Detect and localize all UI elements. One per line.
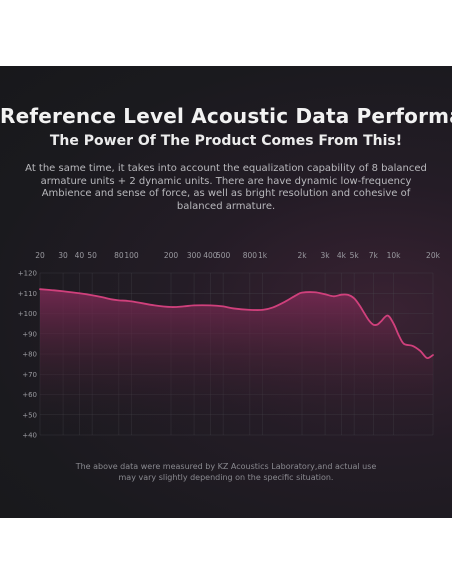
- x-tick-label: 500: [216, 251, 231, 260]
- y-tick-label: +50: [22, 411, 37, 419]
- response-point: [209, 304, 211, 306]
- response-point: [110, 298, 112, 300]
- response-point: [39, 288, 41, 290]
- y-tick-label: +70: [22, 371, 37, 379]
- response-point: [333, 295, 335, 297]
- x-tick-label: 300: [187, 251, 202, 260]
- x-tick-label: 100: [124, 251, 139, 260]
- x-tick-label: 4k: [337, 251, 347, 260]
- response-point: [91, 294, 93, 296]
- y-axis-ticks: +120 +110 +100 +90 +80 +70 +60 +50 +40: [18, 270, 37, 440]
- response-point: [102, 296, 104, 298]
- y-tick-label: +120: [18, 270, 37, 278]
- y-tick-label: +80: [22, 351, 37, 359]
- page-title: Reference Level Acoustic Data Performanc…: [0, 104, 452, 128]
- response-curve: [39, 288, 434, 360]
- response-point: [295, 294, 297, 296]
- response-point: [233, 307, 235, 309]
- x-tick-label: 3k: [321, 251, 331, 260]
- page-subtitle: The Power Of The Product Comes From This…: [49, 133, 403, 149]
- response-point: [372, 324, 374, 326]
- x-tick-label: 30: [58, 251, 68, 260]
- y-tick-label: +60: [22, 391, 37, 399]
- response-point: [426, 357, 428, 359]
- response-point: [193, 304, 195, 306]
- x-tick-label: 10k: [387, 251, 402, 260]
- response-point: [285, 300, 287, 302]
- response-point: [222, 305, 224, 307]
- response-point: [340, 294, 342, 296]
- response-point: [398, 335, 400, 337]
- x-tick-label: 50: [87, 251, 97, 260]
- response-area: [40, 289, 433, 435]
- response-point: [154, 304, 156, 306]
- x-tick-label: 200: [164, 251, 179, 260]
- chart-panel: Reference Level Acoustic Data Performanc…: [0, 66, 452, 518]
- x-tick-label: 7k: [369, 251, 379, 260]
- y-tick-label: +100: [18, 310, 37, 318]
- x-tick-label: 2k: [297, 251, 307, 260]
- response-point: [314, 291, 316, 293]
- y-tick-label: +40: [22, 432, 37, 440]
- response-point: [62, 290, 64, 292]
- y-tick-label: +110: [18, 290, 37, 298]
- response-point: [412, 345, 414, 347]
- x-tick-label: 40: [75, 251, 85, 260]
- response-point: [183, 305, 185, 307]
- response-point: [380, 321, 382, 323]
- response-point: [432, 354, 434, 356]
- response-point: [393, 323, 395, 325]
- response-point: [131, 300, 133, 302]
- response-point: [249, 309, 251, 311]
- footnote-text: The above data were measured by KZ Acous…: [75, 462, 377, 482]
- x-tick-label: 400: [203, 251, 218, 260]
- response-point: [347, 294, 349, 296]
- response-point: [387, 315, 389, 317]
- response-point: [262, 309, 264, 311]
- response-point: [324, 293, 326, 295]
- response-point: [301, 292, 303, 294]
- x-tick-label: 5k: [350, 251, 360, 260]
- response-point: [272, 306, 274, 308]
- response-point: [364, 313, 366, 315]
- response-point: [118, 299, 120, 301]
- response-point: [170, 306, 172, 308]
- x-tick-label: 1k: [258, 251, 268, 260]
- response-point: [376, 324, 378, 326]
- response-point: [359, 304, 361, 306]
- response-point: [52, 289, 54, 291]
- response-point: [368, 320, 370, 322]
- x-tick-label: 20: [35, 251, 45, 260]
- response-point: [403, 343, 405, 345]
- description-text: At the same time, it takes into account …: [25, 163, 427, 212]
- x-tick-label: 20k: [426, 251, 441, 260]
- y-tick-label: +90: [22, 330, 37, 338]
- x-tick-label: 80: [114, 251, 124, 260]
- response-point: [78, 292, 80, 294]
- response-point: [419, 350, 421, 352]
- x-tick-label: 800: [243, 251, 258, 260]
- response-point: [353, 297, 355, 299]
